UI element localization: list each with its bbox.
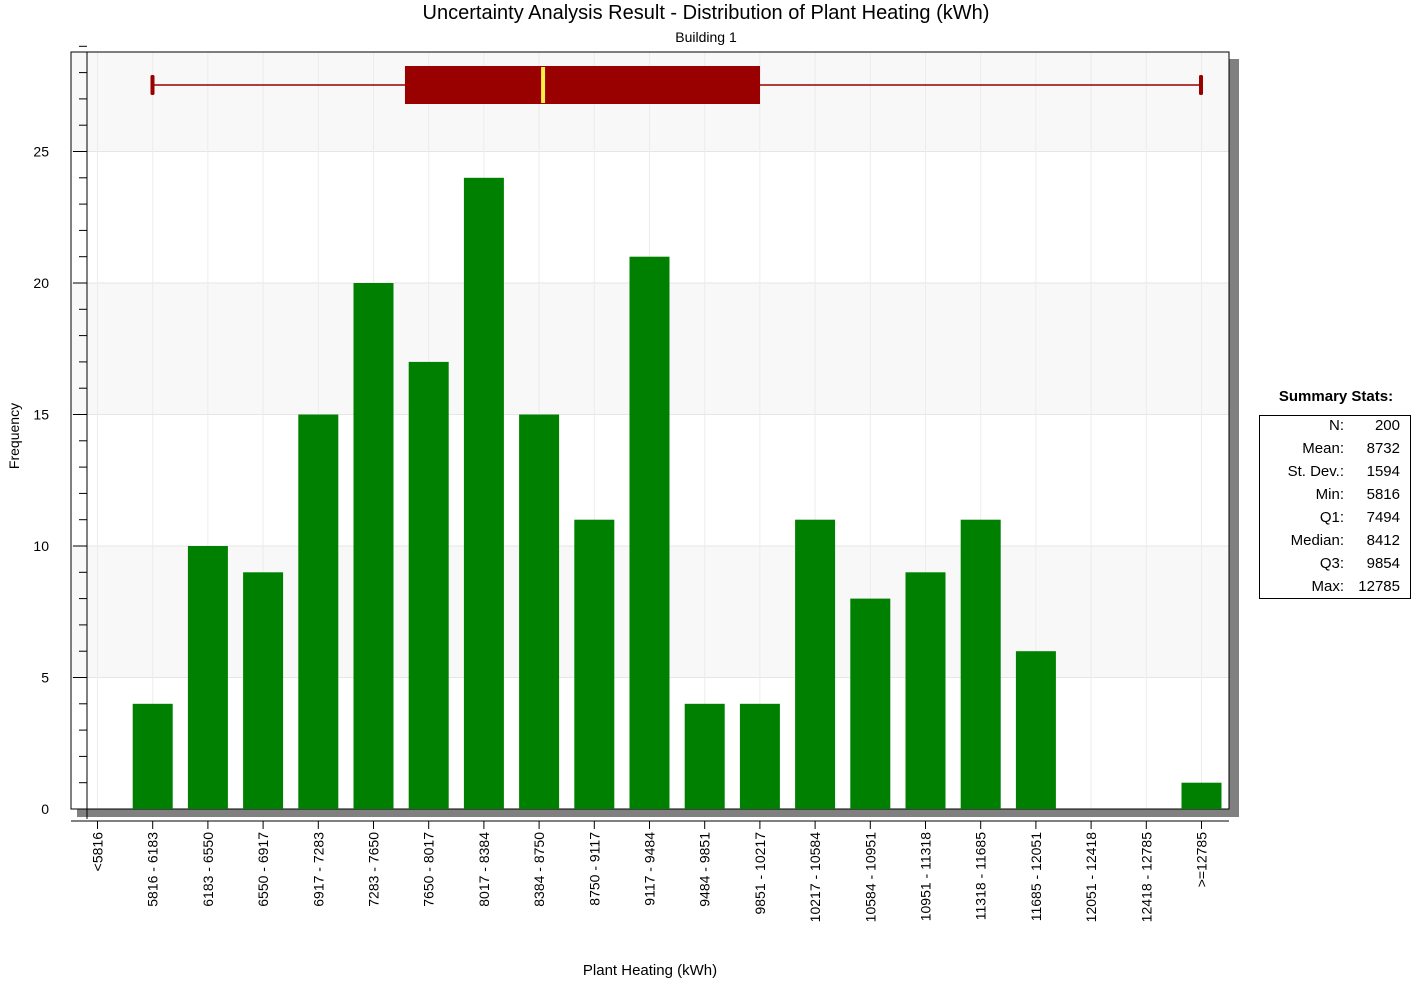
histogram-bar bbox=[574, 519, 615, 809]
summary-stats-title: Summary Stats: bbox=[1278, 388, 1394, 405]
x-tick-label: 11318 - 11685 bbox=[973, 832, 989, 920]
stats-value: 12785 bbox=[1358, 578, 1400, 595]
boxplot bbox=[150, 66, 1203, 104]
histogram-bar bbox=[243, 572, 284, 809]
histogram-bar bbox=[519, 414, 560, 809]
histogram-bar bbox=[408, 361, 449, 809]
stats-row: Min: 5816 bbox=[1260, 486, 1410, 509]
boxplot-max-cap bbox=[1199, 75, 1203, 95]
x-tick-label: 7283 - 7650 bbox=[366, 832, 382, 907]
histogram-bar bbox=[298, 414, 339, 809]
histogram-bar bbox=[132, 703, 173, 809]
histogram-bar bbox=[905, 572, 946, 809]
stats-value: 200 bbox=[1374, 417, 1400, 434]
y-tick-label: 0 bbox=[41, 801, 49, 817]
stats-label: St. Dev.: bbox=[1287, 463, 1344, 480]
y-tick-label: 15 bbox=[33, 407, 49, 423]
y-tick-label: 10 bbox=[33, 538, 49, 554]
stats-label: N: bbox=[1329, 417, 1344, 434]
summary-stats-box: N: 200 Mean: 8732 St. Dev.: 1594 Min: 5816 Q1: 74… bbox=[1259, 415, 1411, 599]
x-tick-label: 9484 - 9851 bbox=[697, 832, 713, 907]
stats-label: Q1: bbox=[1319, 509, 1344, 526]
chart-subtitle: Building 1 bbox=[675, 29, 737, 45]
x-tick-label: 11685 - 12051 bbox=[1028, 832, 1044, 921]
x-tick-label: 8750 - 9117 bbox=[586, 832, 602, 906]
x-tick-label: <5816 bbox=[90, 832, 106, 872]
histogram-bar bbox=[353, 283, 394, 809]
stats-row: Mean: 8732 bbox=[1260, 440, 1410, 463]
stats-row: St. Dev.: 1594 bbox=[1260, 463, 1410, 486]
histogram-bar bbox=[187, 546, 228, 809]
x-tick-label: 9117 - 9484 bbox=[642, 832, 658, 906]
boxplot-median bbox=[541, 67, 546, 103]
x-tick-label: 5816 - 6183 bbox=[145, 832, 161, 907]
histogram-bar bbox=[463, 177, 504, 810]
x-tick-label: 8384 - 8750 bbox=[531, 832, 547, 907]
x-tick-label: 12418 - 12785 bbox=[1138, 832, 1154, 923]
x-tick-label: 8017 - 8384 bbox=[476, 832, 492, 907]
y-tick-label: 20 bbox=[33, 275, 49, 291]
boxplot-box bbox=[404, 66, 761, 104]
stats-row: Max: 12785 bbox=[1260, 578, 1410, 601]
y-tick-label: 25 bbox=[33, 144, 49, 160]
histogram-bar bbox=[850, 598, 891, 809]
stats-value: 5816 bbox=[1366, 486, 1400, 503]
x-tick-label: 12051 - 12418 bbox=[1083, 832, 1099, 923]
stats-row: N: 200 bbox=[1260, 417, 1410, 440]
stats-row: Q3: 9854 bbox=[1260, 555, 1410, 578]
x-axis: <5816 5816 - 6183 6183 - 6550 6550 - 6917 69… bbox=[71, 820, 1229, 923]
stats-label: Mean: bbox=[1302, 440, 1344, 457]
stats-row: Q1: 7494 bbox=[1260, 509, 1410, 532]
x-tick-label: 6183 - 6550 bbox=[200, 832, 216, 907]
x-tick-label: 10951 - 11318 bbox=[918, 832, 934, 921]
stats-row: Median: 8412 bbox=[1260, 532, 1410, 555]
x-tick-label: 10217 - 10584 bbox=[807, 832, 823, 923]
stats-value: 1594 bbox=[1366, 463, 1400, 480]
histogram-bar bbox=[629, 256, 670, 809]
bars bbox=[132, 177, 1222, 810]
stats-label: Q3: bbox=[1319, 555, 1344, 572]
histogram-bar bbox=[1181, 782, 1222, 809]
y-tick-label: 5 bbox=[41, 670, 49, 686]
y-axis: 0 5 10 15 20 25 bbox=[33, 45, 88, 819]
histogram-bar bbox=[684, 703, 725, 809]
stats-label: Max: bbox=[1311, 578, 1344, 595]
histogram-bar bbox=[739, 703, 780, 809]
stats-value: 9854 bbox=[1366, 555, 1400, 572]
x-tick-label: 9851 - 10217 bbox=[752, 832, 768, 915]
x-tick-label: >=12785 bbox=[1194, 832, 1210, 887]
x-tick-label: 6917 - 7283 bbox=[310, 832, 326, 907]
histogram-bar bbox=[1015, 651, 1056, 809]
histogram-bar bbox=[960, 519, 1001, 809]
stats-value: 8412 bbox=[1366, 532, 1400, 549]
histogram-bar bbox=[795, 519, 836, 809]
stats-value: 8732 bbox=[1366, 440, 1400, 457]
x-tick-label: 10584 - 10951 bbox=[862, 832, 878, 923]
stats-value: 7494 bbox=[1366, 509, 1400, 526]
chart-title: Uncertainty Analysis Result - Distributi… bbox=[423, 2, 990, 24]
x-tick-label: 7650 - 8017 bbox=[421, 832, 437, 907]
stats-label: Median: bbox=[1290, 532, 1344, 549]
x-tick-label: 6550 - 6917 bbox=[255, 832, 271, 907]
stats-label: Min: bbox=[1315, 486, 1344, 503]
y-axis-label: Frequency bbox=[6, 403, 22, 469]
boxplot-min-cap bbox=[150, 75, 155, 95]
x-axis-label: Plant Heating (kWh) bbox=[583, 962, 717, 979]
